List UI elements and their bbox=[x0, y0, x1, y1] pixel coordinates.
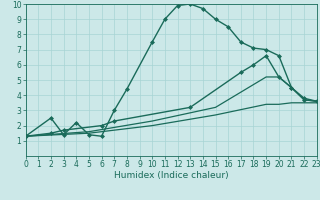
X-axis label: Humidex (Indice chaleur): Humidex (Indice chaleur) bbox=[114, 171, 228, 180]
